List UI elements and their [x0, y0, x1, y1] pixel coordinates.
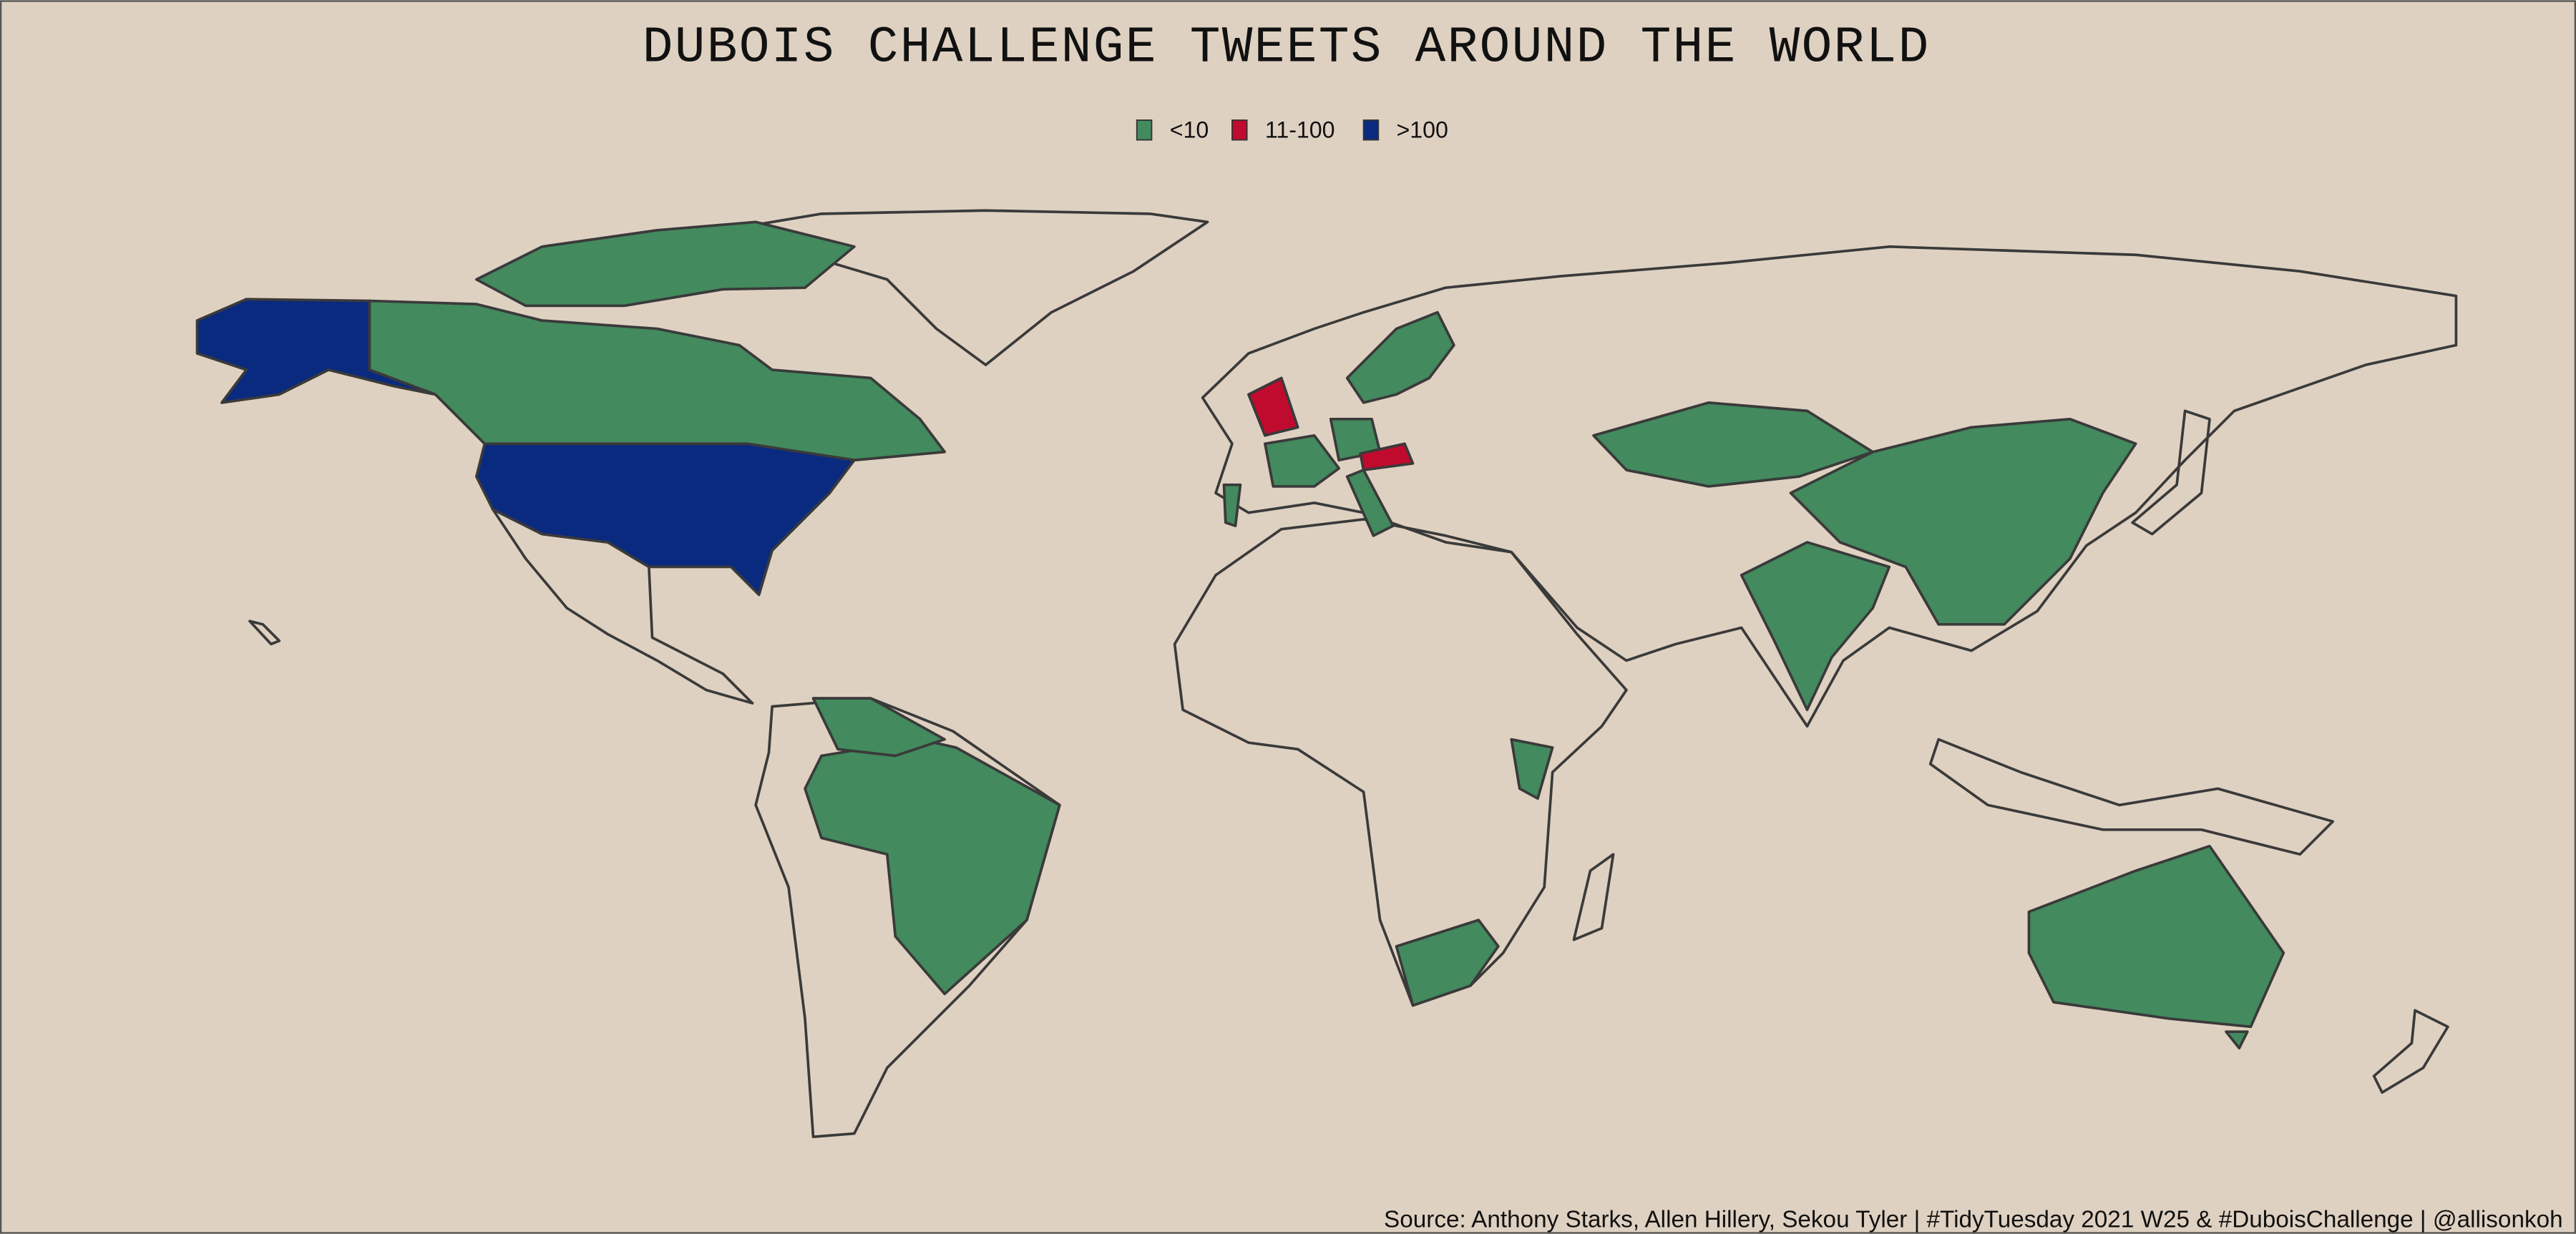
- usa: [474, 442, 856, 597]
- australia: [2027, 844, 2285, 1029]
- colombia-venezuela: [811, 697, 946, 758]
- austria: [1359, 442, 1415, 471]
- world-map: [195, 209, 2458, 1138]
- new-zealand: [2372, 1009, 2449, 1095]
- alaska: [195, 298, 437, 404]
- legend: <10 11-100 >100: [1136, 117, 1448, 143]
- map-title: DUBOIS CHALLENGE TWEETS AROUND THE WORLD: [643, 19, 1931, 77]
- canada: [368, 299, 946, 462]
- south-africa: [1395, 919, 1500, 1007]
- legend-label: 11-100: [1265, 117, 1335, 143]
- greenland: [721, 209, 1209, 366]
- legend-label: >100: [1397, 117, 1448, 143]
- legend-label: <10: [1170, 117, 1209, 143]
- hawaii: [248, 620, 281, 646]
- india: [1740, 541, 1891, 712]
- united-kingdom: [1247, 376, 1299, 437]
- japan: [2131, 409, 2211, 536]
- south-america: [754, 697, 1061, 1138]
- portugal: [1222, 483, 1242, 527]
- legend-swatch: [1136, 119, 1153, 141]
- indonesia: [1928, 738, 2335, 856]
- italy: [1345, 469, 1395, 537]
- brazil: [804, 738, 1061, 996]
- madagascar: [1572, 853, 1615, 941]
- kazakhstan: [1592, 401, 1875, 488]
- arctic-islands: [474, 220, 856, 308]
- legend-swatch: [1231, 119, 1248, 141]
- legend-swatch: [1362, 119, 1380, 141]
- kenya: [1510, 738, 1554, 800]
- tasmania: [2225, 1030, 2249, 1050]
- france: [1264, 434, 1341, 488]
- caption: Source: Anthony Starks, Allen Hillery, S…: [1384, 1206, 2563, 1233]
- china: [1789, 418, 2137, 626]
- scandinavia: [1345, 310, 1455, 404]
